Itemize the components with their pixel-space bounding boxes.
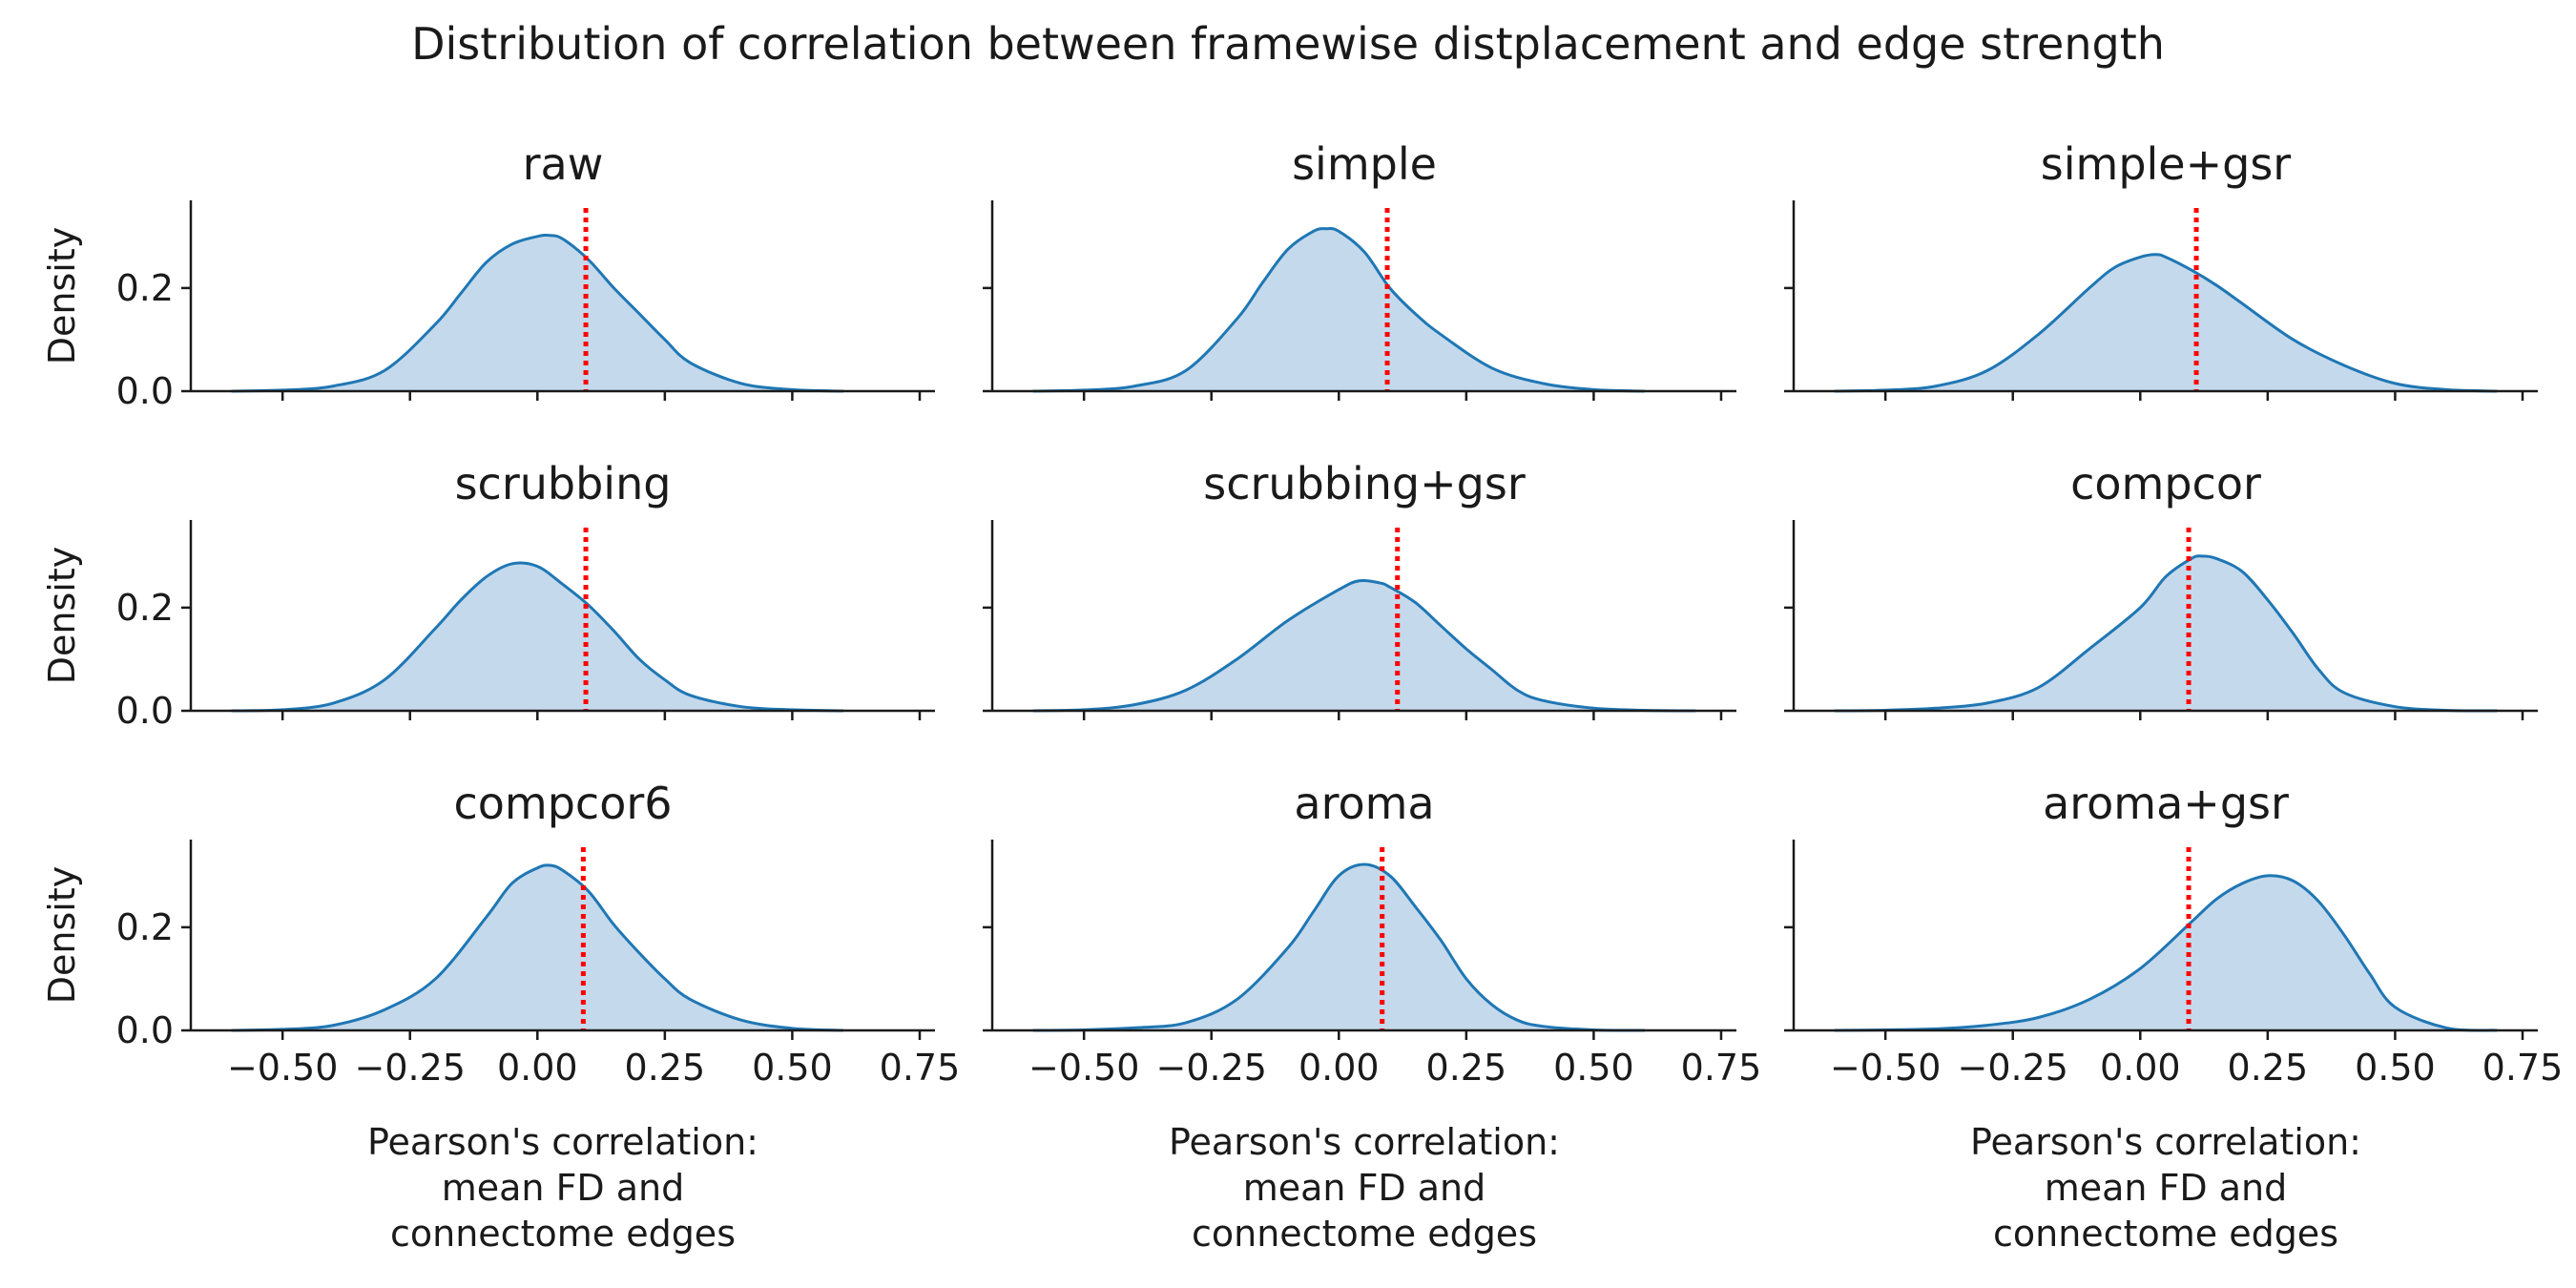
panel-simple: simple [983, 138, 1736, 401]
y-tick-label: 0.0 [116, 1009, 174, 1051]
x-tick-label: 0.75 [1681, 1047, 1762, 1089]
x-tick-label: 0.25 [2228, 1047, 2309, 1089]
density-area [1834, 555, 2498, 711]
x-tick-label: −0.25 [354, 1047, 465, 1089]
x-axis-label: connectome edges [1192, 1213, 1537, 1255]
panel-simple-plus-gsr: simple+gsr [1784, 138, 2538, 401]
panel-title: raw [523, 138, 604, 190]
density-line [1834, 253, 2498, 393]
panel-title: simple [1292, 138, 1437, 190]
density-area [1834, 254, 2498, 391]
density-area [1834, 875, 2498, 1031]
x-tick-label: 0.25 [1426, 1047, 1507, 1089]
density-area [1032, 228, 1645, 391]
x-tick-label: −0.25 [1155, 1047, 1266, 1089]
density-line [1032, 578, 1696, 713]
x-tick-label: −0.25 [1957, 1047, 2067, 1089]
panel-compcor6: compcor6 0.0 0.2 −0.50 −0.25 0.00 0.25 0.50 0.75… [41, 778, 960, 1255]
chart-title: Distribution of correlation between fram… [411, 18, 2165, 70]
x-tick-label: 0.25 [625, 1047, 706, 1089]
y-tick-label: 0.0 [116, 690, 174, 732]
panel-title: aroma [1294, 778, 1434, 829]
x-tick-label: 0.75 [880, 1047, 961, 1089]
x-axis-label: mean FD and [442, 1167, 685, 1209]
x-axis-label: Pearson's correlation: [1169, 1121, 1560, 1163]
x-tick-label: 0.50 [1553, 1047, 1634, 1089]
y-axis-label: Density [41, 227, 83, 364]
density-area [231, 235, 843, 391]
panel-title: compcor [2070, 458, 2261, 509]
panel-scrubbing-plus-gsr: scrubbing+gsr [983, 458, 1736, 720]
panel-title: scrubbing [455, 458, 672, 509]
y-axis-label: Density [41, 547, 83, 684]
x-tick-label: 0.00 [2100, 1047, 2181, 1089]
density-area [231, 864, 843, 1030]
y-tick-label: 0.0 [116, 370, 174, 412]
x-tick-label: −0.50 [1028, 1047, 1139, 1089]
x-axis-label: Pearson's correlation: [367, 1121, 758, 1163]
x-axis-label: connectome edges [1993, 1213, 2338, 1255]
facet-grid: raw 0.0 0.2 Density simple simple+gsr scrubbin… [41, 138, 2563, 1255]
y-tick-label: 0.2 [116, 906, 174, 948]
panel-title: simple+gsr [2041, 138, 2292, 190]
panel-aroma: aroma −0.50 −0.25 0.00 0.25 0.50 0.75 Pearson's… [983, 778, 1761, 1255]
panel-raw: raw 0.0 0.2 Density [41, 138, 935, 412]
panel-title: aroma+gsr [2043, 778, 2289, 829]
x-axis-label: Pearson's correlation: [1970, 1121, 2361, 1163]
x-tick-label: 0.50 [2355, 1047, 2436, 1089]
x-tick-label: −0.50 [1830, 1047, 1941, 1089]
x-axis-label: mean FD and [1243, 1167, 1486, 1209]
x-tick-label: 0.50 [752, 1047, 833, 1089]
panel-title: compcor6 [453, 778, 672, 829]
x-tick-label: 0.00 [1298, 1047, 1380, 1089]
x-tick-label: −0.50 [227, 1047, 338, 1089]
panel-aroma-plus-gsr: aroma+gsr −0.50 −0.25 0.00 0.25 0.50 0.75 Pears… [1784, 778, 2563, 1255]
density-area [231, 563, 843, 711]
y-tick-label: 0.2 [116, 267, 174, 309]
x-axis-label: mean FD and [2045, 1167, 2288, 1209]
panel-scrubbing: scrubbing 0.0 0.2 Density [41, 458, 935, 732]
density-area [1032, 863, 1645, 1030]
panel-title: scrubbing+gsr [1203, 458, 1526, 509]
density-line [1834, 874, 2498, 1032]
density-area [1032, 580, 1696, 711]
x-tick-label: 0.00 [497, 1047, 578, 1089]
density-line [231, 863, 843, 1032]
y-axis-label: Density [41, 866, 83, 1004]
x-tick-label: 0.75 [2483, 1047, 2564, 1089]
x-axis-label: connectome edges [390, 1213, 736, 1255]
y-tick-label: 0.2 [116, 587, 174, 629]
density-line [1032, 862, 1645, 1032]
density-line [1834, 554, 2498, 713]
panel-compcor: compcor [1784, 458, 2538, 720]
density-line [1032, 227, 1645, 393]
density-line [231, 561, 843, 713]
density-line [231, 234, 843, 393]
